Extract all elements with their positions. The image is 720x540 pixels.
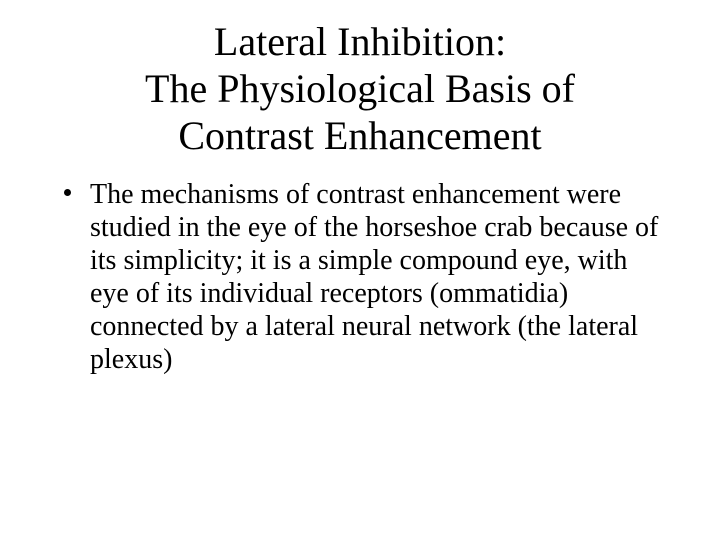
slide-title: Lateral Inhibition: The Physiological Ba…	[50, 18, 670, 160]
slide: Lateral Inhibition: The Physiological Ba…	[0, 0, 720, 540]
bullet-list: The mechanisms of contrast enhancement w…	[50, 178, 670, 376]
bullet-text: The mechanisms of contrast enhancement w…	[90, 179, 658, 375]
slide-body: The mechanisms of contrast enhancement w…	[50, 178, 670, 376]
bullet-item: The mechanisms of contrast enhancement w…	[60, 178, 660, 376]
title-line-2: The Physiological Basis of	[145, 66, 575, 111]
bullet-dot-icon	[64, 189, 71, 196]
title-line-3: Contrast Enhancement	[178, 113, 541, 158]
title-line-1: Lateral Inhibition:	[214, 19, 506, 64]
